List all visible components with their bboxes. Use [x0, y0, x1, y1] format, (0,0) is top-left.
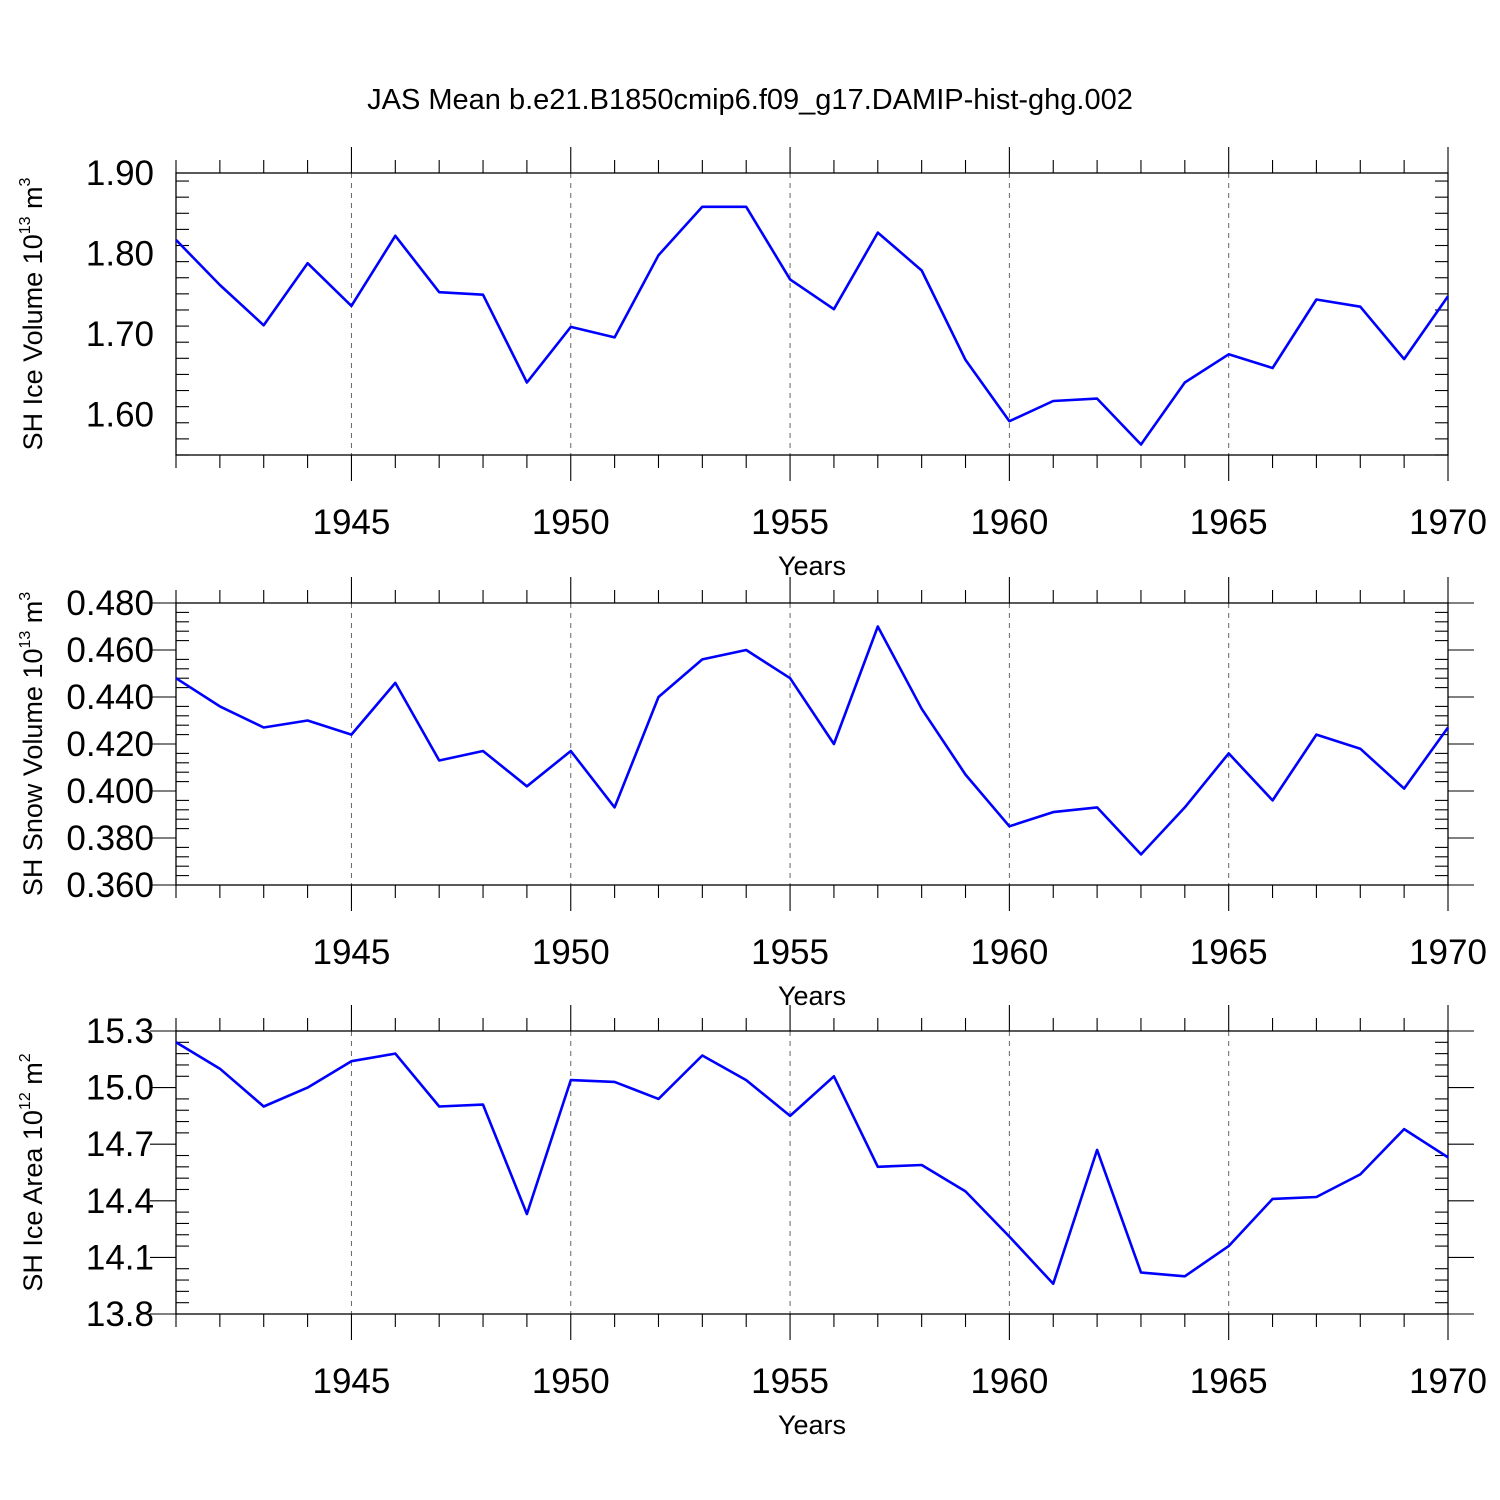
y-tick-label: 0.420 — [66, 725, 154, 764]
y-axis-title: SH Ice Volume 1013 m3 — [17, 177, 48, 450]
x-tick-label: 1955 — [751, 503, 829, 542]
plot-frame — [175, 1030, 1449, 1315]
x-tick-label: 1965 — [1190, 1362, 1268, 1401]
x-tick-label: 1950 — [532, 933, 610, 972]
y-tick-label: 15.3 — [86, 1012, 154, 1051]
y-tick-label: 13.8 — [86, 1295, 154, 1334]
plot-frame — [175, 602, 1449, 886]
x-tick-label: 1970 — [1409, 933, 1487, 972]
x-tick-label: 1970 — [1409, 1362, 1487, 1401]
y-axis-title: SH Snow Volume 1013 m3 — [17, 592, 48, 896]
x-tick-label: 1950 — [532, 1362, 610, 1401]
x-tick-label: 1965 — [1190, 933, 1268, 972]
panels-group: 1.60 1.70 1.80 1.90 1945 1950 1955 1960 1965 1970… — [17, 147, 1487, 1440]
series-line-snow-volume — [175, 625, 1450, 856]
y-tick-label: 0.480 — [66, 584, 154, 623]
x-tick-label: 1945 — [313, 933, 391, 972]
x-tick-label: 1945 — [313, 503, 391, 542]
x-axis-title: Years — [778, 981, 846, 1011]
x-axis-title: Years — [778, 1410, 846, 1440]
x-tick-label: 1950 — [532, 503, 610, 542]
x-tick-label: 1965 — [1190, 503, 1268, 542]
x-tick-label: 1960 — [970, 933, 1048, 972]
chart-title: JAS Mean b.e21.B1850cmip6.f09_g17.DAMIP-… — [367, 84, 1133, 116]
plot-frame — [175, 172, 1449, 456]
panel-ice-volume: 1.60 1.70 1.80 1.90 1945 1950 1955 1960 1965 1970… — [17, 147, 1487, 581]
x-tick-label: 1955 — [751, 933, 829, 972]
x-axis-title: Years — [778, 551, 846, 581]
x-tick-label: 1970 — [1409, 503, 1487, 542]
y-tick-label: 1.80 — [86, 235, 154, 274]
y-tick-label: 1.60 — [86, 396, 154, 435]
y-tick-label: 0.380 — [66, 819, 154, 858]
y-tick-label: 0.400 — [66, 772, 154, 811]
y-tick-label: 14.7 — [86, 1125, 154, 1164]
panel-snow-volume: 0.360 0.380 0.400 0.420 0.440 0.460 0.480 1945 1… — [17, 577, 1487, 1011]
y-tick-label: 15.0 — [86, 1069, 154, 1108]
x-tick-label: 1955 — [751, 1362, 829, 1401]
y-axis-title: SH Ice Area 1012 m2 — [17, 1053, 48, 1291]
y-tick-label: 1.70 — [86, 315, 154, 354]
x-tick-label: 1960 — [970, 1362, 1048, 1401]
y-tick-label: 14.1 — [86, 1238, 154, 1277]
y-tick-label: 0.360 — [66, 866, 154, 905]
x-tick-label: 1945 — [313, 1362, 391, 1401]
y-tick-label: 14.4 — [86, 1182, 154, 1221]
y-tick-label: 0.440 — [66, 678, 154, 717]
series-line-ice-area — [175, 1041, 1449, 1286]
y-tick-label: 1.90 — [86, 154, 154, 193]
x-tick-label: 1960 — [970, 503, 1048, 542]
series-line-ice-volume — [175, 205, 1450, 446]
panel-ice-area: 13.8 14.1 14.4 14.7 15.0 15.3 1945 1950 1955 1960… — [17, 1005, 1487, 1440]
y-tick-label: 0.460 — [66, 631, 154, 670]
